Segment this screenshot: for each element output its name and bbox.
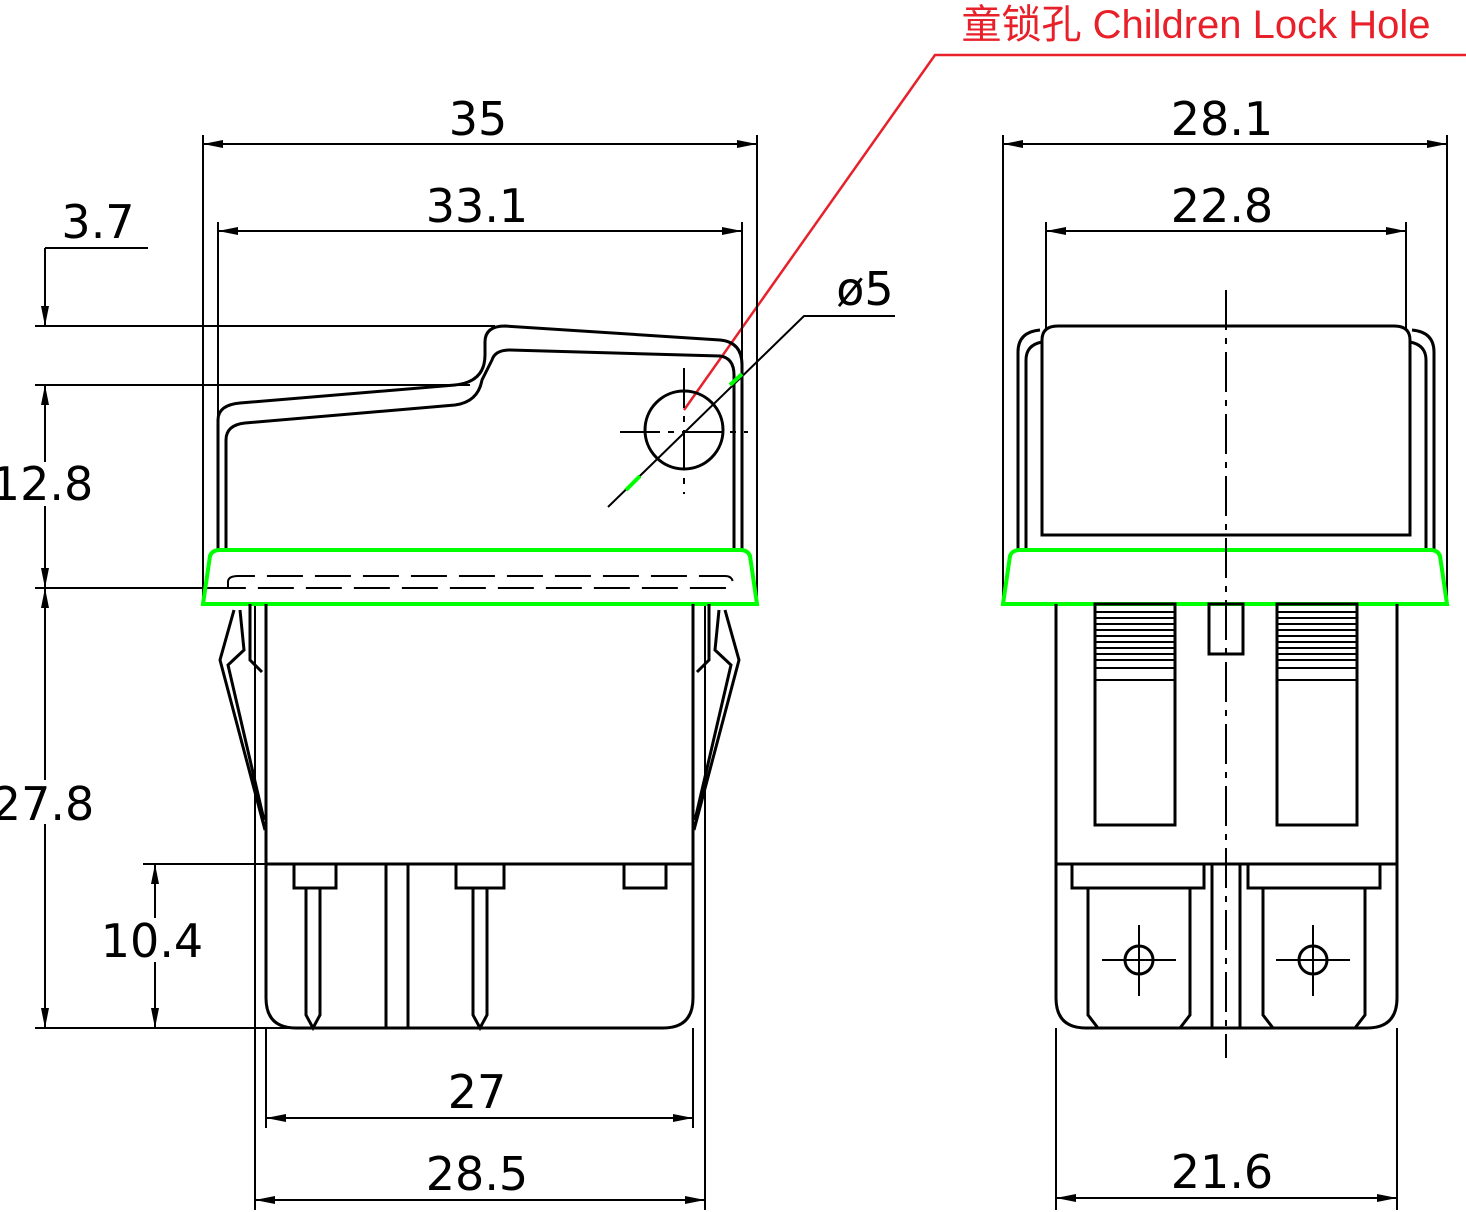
dim-side-overall-width: 28.1	[1171, 92, 1273, 146]
side-view: 28.1 22.8 21.6	[1000, 92, 1450, 1210]
terminal-base	[1070, 862, 1206, 890]
hole-center-lines	[1102, 925, 1350, 996]
dim-side-rocker-width: 22.8	[1171, 179, 1273, 233]
diameter-leader	[607, 315, 895, 508]
left-clip	[218, 604, 267, 831]
dim-rocker-offset: 3.7	[61, 195, 134, 249]
callout-leader	[682, 53, 1466, 411]
frame-inner	[1024, 340, 1428, 550]
terminal-base	[622, 862, 668, 890]
terminal-tab	[1261, 888, 1367, 1030]
rocker-outline	[216, 324, 744, 550]
frame-outer	[1016, 328, 1436, 550]
terminal-pin	[304, 888, 322, 1032]
grip-hatching	[1095, 611, 1357, 681]
rocker-side	[1040, 324, 1412, 537]
dim-rocker-height: 12.8	[0, 457, 93, 511]
window-right	[1275, 602, 1359, 827]
dim-body-width: 27	[448, 1065, 507, 1119]
terminal-pin	[471, 888, 489, 1032]
terminal-plate	[384, 862, 410, 1030]
terminal-base	[292, 862, 338, 890]
window-left	[1093, 602, 1177, 827]
bezel	[200, 548, 760, 606]
callout-label: 童锁孔 Children Lock Hole	[961, 3, 1430, 47]
arrow-tick	[624, 474, 642, 492]
rocker-inner-line	[224, 348, 736, 550]
right-clip	[692, 604, 741, 831]
children-lock-callout: 童锁孔 Children Lock Hole	[682, 3, 1466, 411]
dim-rocker-width: 33.1	[426, 179, 528, 233]
terminal-base	[454, 862, 506, 890]
bezel-hidden-edge	[227, 575, 735, 589]
dim-overall-width: 35	[449, 92, 508, 146]
terminal-base	[1246, 862, 1382, 890]
dim-body-depth: 27.8	[0, 777, 94, 831]
bezel-side	[1000, 548, 1450, 606]
dim-hole-diameter: ø5	[836, 262, 893, 316]
dim-side-body-width: 21.6	[1171, 1145, 1273, 1199]
terminal-tab	[1086, 888, 1192, 1030]
dim-clip-width: 28.5	[426, 1147, 528, 1201]
dim-terminal-length: 10.4	[101, 914, 203, 968]
switch-body	[264, 604, 695, 1030]
arrow-tick	[728, 372, 744, 387]
front-view: 35 33.1 3.7 12.8 27.8 10.4 27 28.5	[0, 92, 895, 1210]
switch-body-side	[1054, 604, 1399, 1030]
